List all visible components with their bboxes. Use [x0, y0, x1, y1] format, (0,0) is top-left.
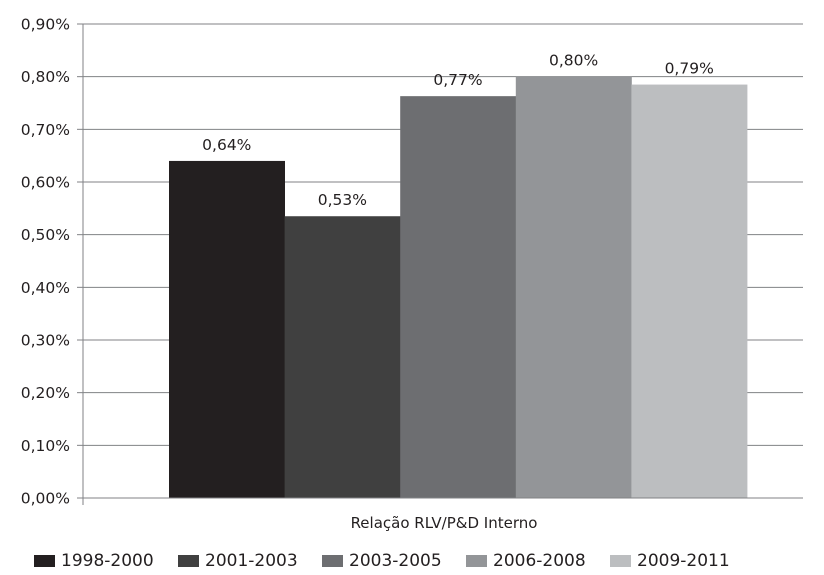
- data-label: 0,64%: [202, 136, 251, 154]
- legend: 1998-2000 2001-2003 2003-2005 2006-2008 2009…: [34, 551, 730, 571]
- bar-1998-2000: [169, 160, 285, 498]
- y-axis-tick-label: 0,90%: [21, 16, 70, 34]
- data-label: 0,79%: [665, 60, 714, 78]
- y-axis-tick-label: 0,00%: [21, 490, 70, 508]
- bar-2009-2011: [631, 84, 748, 499]
- axes: [77, 23, 803, 505]
- legend-swatch: [322, 555, 343, 567]
- legend-swatch: [34, 555, 55, 567]
- x-axis-category-label: Relação RLV/P&D Interno: [351, 514, 538, 532]
- y-axis-tick-label: 0,70%: [21, 121, 70, 139]
- data-label: 0,53%: [318, 191, 367, 209]
- data-label: 0,80%: [549, 52, 598, 70]
- legend-label: 2003-2005: [349, 551, 442, 571]
- y-axis-tick-label: 0,80%: [21, 68, 70, 86]
- y-axis-tick-label: 0,60%: [21, 174, 70, 192]
- bar-2001-2003: [284, 216, 401, 498]
- bar-2006-2008: [515, 76, 632, 499]
- legend-label: 2001-2003: [205, 551, 298, 571]
- bars: [169, 76, 748, 499]
- bar-2003-2005: [400, 96, 517, 499]
- y-axis-tick-label: 0,50%: [21, 226, 70, 244]
- y-axis-tick-label: 0,10%: [21, 437, 70, 455]
- y-axis-tick-label: 0,30%: [21, 332, 70, 350]
- legend-label: 1998-2000: [61, 551, 154, 571]
- legend-swatch: [610, 555, 631, 567]
- y-axis-tick-labels: 0,00% 0,10% 0,20% 0,30% 0,40% 0,50% 0,60% 0,70%…: [21, 16, 70, 508]
- y-axis-tick-label: 0,20%: [21, 384, 70, 402]
- legend-swatch: [178, 555, 199, 567]
- legend-label: 2006-2008: [493, 551, 586, 571]
- y-axis-tick-label: 0,40%: [21, 279, 70, 297]
- legend-swatch: [466, 555, 487, 567]
- data-labels: 0,64% 0,53% 0,77% 0,80% 0,79%: [202, 52, 714, 210]
- legend-label: 2009-2011: [637, 551, 730, 571]
- data-label: 0,77%: [433, 71, 482, 89]
